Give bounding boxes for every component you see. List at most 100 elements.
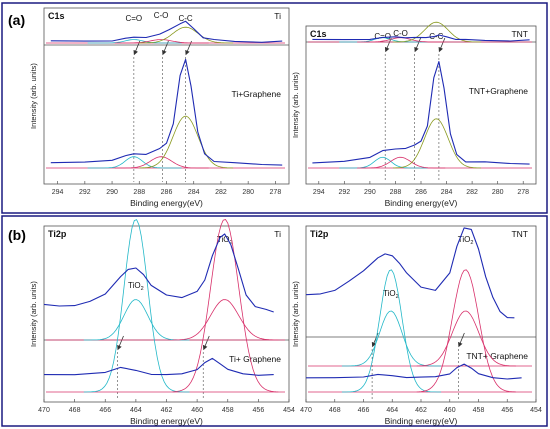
peak-label-subscript: 2: [141, 286, 144, 292]
guide-arrow: [384, 37, 392, 53]
guide-arrow: [117, 335, 124, 351]
subplot-ti2p-tnt: 470 468 466 464 462 460 458 456 454 Binding energ…: [291, 225, 542, 426]
y-axis-label: Intensity (arb. units): [291, 281, 300, 347]
x-tick-label: 292: [79, 189, 91, 196]
plot-frame: [43, 225, 290, 403]
x-axis-label: Binding energy(eV): [385, 198, 458, 208]
x-tick-label: 284: [441, 189, 453, 196]
treated-sample-label: TNT+Graphene: [469, 86, 529, 96]
sample-label: Ti: [274, 11, 281, 21]
x-tick-label: 468: [329, 407, 341, 414]
x-axis-label: Binding energy(eV): [130, 416, 203, 426]
series-line: [312, 61, 530, 165]
peak-label-subscript: 2: [470, 240, 473, 246]
fit-component: [87, 156, 182, 169]
peak-label-subscript: 2: [396, 294, 399, 300]
guide-arrow: [438, 37, 446, 53]
peak-label: TiO2: [458, 235, 474, 246]
series-line: [50, 58, 283, 166]
series-line: [305, 363, 522, 380]
treated-sample-label: TNT+ Graphene: [466, 351, 528, 361]
fit-component: [172, 219, 279, 393]
guide-arrow: [458, 332, 465, 348]
spectrum-label: C1s: [48, 11, 65, 21]
x-tick-label: 292: [338, 189, 350, 196]
x-tick-label: 468: [69, 407, 81, 414]
x-tick-label: 458: [222, 407, 234, 414]
panel-a-frame: [1, 2, 548, 214]
x-tick-label: 284: [188, 189, 200, 196]
fit-component: [392, 118, 482, 169]
x-axis-label: Binding energy(eV): [130, 198, 203, 208]
fit-component: [114, 156, 209, 169]
x-tick-label: 466: [99, 407, 111, 414]
x-tick-label: 456: [501, 407, 513, 414]
fit-component: [172, 299, 279, 341]
x-tick-label: 464: [130, 407, 142, 414]
y-axis-label: Intensity (arb. units): [291, 72, 300, 138]
series-line: [312, 34, 530, 42]
peak-label: TiO2: [383, 289, 399, 300]
peak-label-subscript: 2: [229, 240, 232, 246]
x-tick-label: 280: [492, 189, 504, 196]
fit-component: [139, 115, 234, 169]
x-tick-label: 470: [38, 407, 50, 414]
sample-label: Ti: [274, 229, 281, 239]
x-tick-label: 290: [106, 189, 118, 196]
x-tick-label: 458: [473, 407, 485, 414]
x-tick-label: 294: [52, 189, 64, 196]
series-line: [305, 227, 515, 319]
sample-label: TNT: [511, 229, 528, 239]
spectrum-label: C1s: [310, 29, 327, 39]
fit-component: [416, 269, 516, 393]
fit-component: [416, 310, 516, 367]
plot-frame: [305, 25, 537, 185]
x-tick-label: 288: [390, 189, 402, 196]
x-tick-label: 280: [242, 189, 254, 196]
x-tick-label: 286: [415, 189, 427, 196]
panel-b-label: (b): [8, 227, 26, 243]
subplot-c1s-tnt: 294 292 290 288 286 284 282 280 278 Binding energ…: [291, 21, 537, 208]
series-line: [43, 233, 274, 313]
panel-a-label: (a): [8, 12, 25, 28]
plot-frame: [305, 225, 537, 403]
x-tick-label: 470: [300, 407, 312, 414]
fit-component: [114, 39, 209, 44]
fit-component: [392, 21, 482, 43]
x-tick-label: 282: [466, 189, 478, 196]
treated-sample-label: Ti+Graphene: [231, 89, 281, 99]
subplot-ti2p-ti: 470 468 466 464 462 460 458 456 454 Binding energ…: [29, 219, 295, 426]
x-tick-label: 288: [133, 189, 145, 196]
fit-component: [87, 39, 182, 44]
x-tick-label: 286: [161, 189, 173, 196]
peak-label: C-C: [429, 32, 443, 41]
y-axis-label: Intensity (arb. units): [29, 281, 38, 347]
x-tick-label: 278: [270, 189, 282, 196]
x-tick-label: 462: [415, 407, 427, 414]
x-tick-label: 460: [444, 407, 456, 414]
x-axis-label: Binding energy(eV): [385, 416, 458, 426]
fit-component: [341, 310, 442, 367]
x-tick-label: 464: [386, 407, 398, 414]
series-line: [50, 20, 283, 43]
peak-label: TiO2: [128, 281, 144, 292]
fit-component: [339, 156, 428, 169]
fit-component: [83, 299, 190, 341]
fit-component: [139, 26, 234, 44]
y-axis-label: Intensity (arb. units): [29, 63, 38, 129]
x-tick-label: 294: [313, 189, 325, 196]
spectrum-label: Ti2p: [48, 229, 67, 239]
x-tick-label: 290: [364, 189, 376, 196]
spectrum-label: Ti2p: [310, 229, 329, 239]
x-tick-label: 462: [161, 407, 173, 414]
x-tick-label: 454: [283, 407, 295, 414]
x-tick-label: 278: [517, 189, 529, 196]
peak-label: C-C: [178, 14, 192, 23]
guide-arrow: [414, 37, 421, 53]
treated-sample-label: Ti+ Graphene: [229, 354, 281, 364]
subplot-c1s-ti: 294 292 290 288 286 284 282 280 278 Binding energ…: [29, 7, 290, 208]
fit-component: [83, 219, 190, 393]
fit-component: [357, 156, 446, 169]
series-line: [43, 357, 274, 376]
